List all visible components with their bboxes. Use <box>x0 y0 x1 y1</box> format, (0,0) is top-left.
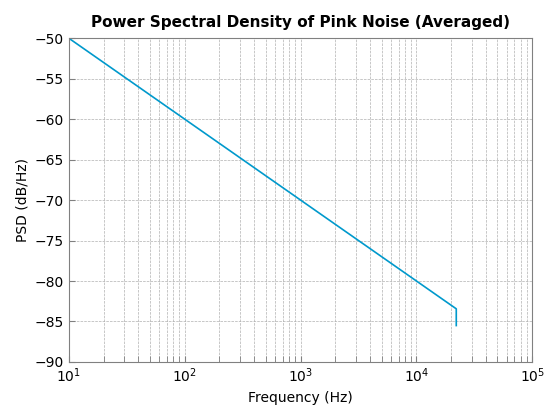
X-axis label: Frequency (Hz): Frequency (Hz) <box>248 391 353 405</box>
Title: Power Spectral Density of Pink Noise (Averaged): Power Spectral Density of Pink Noise (Av… <box>91 15 510 30</box>
Y-axis label: PSD (dB/Hz): PSD (dB/Hz) <box>15 158 29 242</box>
